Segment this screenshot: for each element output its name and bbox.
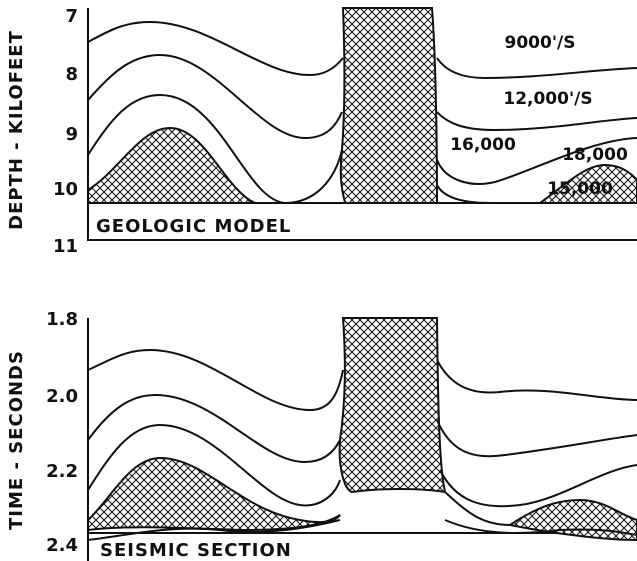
tick-label: 9 <box>65 124 78 145</box>
hatched-layer-right <box>536 163 637 204</box>
salt-dome <box>338 317 447 494</box>
layer-boundary <box>87 20 344 77</box>
layer-boundary <box>436 359 637 401</box>
hatched-layer-left <box>87 456 341 532</box>
velocity-label: 15,000 <box>547 179 613 199</box>
layer-boundary <box>87 393 341 464</box>
layer-boundary <box>436 419 637 458</box>
geologic-model-panel: 7 8 9 10 11 DEPTH - KILOFEET GEOLOGIC MO… <box>6 6 637 257</box>
layer-boundary <box>436 111 637 132</box>
salt-dome <box>339 7 439 204</box>
axis-title: DEPTH - KILOFEET <box>6 30 27 230</box>
tick-label: 1.8 <box>46 309 78 330</box>
layer-boundary <box>87 53 343 140</box>
tick-label: 10 <box>53 179 78 200</box>
layer-boundary <box>444 519 637 536</box>
tick-label: 2.4 <box>46 535 78 556</box>
tick-label: 7 <box>65 6 78 27</box>
layer-boundary <box>439 464 637 508</box>
tick-label: 8 <box>65 64 78 85</box>
hatched-layer-left <box>87 126 256 204</box>
layer-boundary <box>444 491 511 526</box>
tick-label: 11 <box>53 236 78 257</box>
layer-boundary <box>436 137 637 185</box>
panel-label: SEISMIC SECTION <box>100 540 292 561</box>
layer-boundary <box>87 348 344 412</box>
velocity-label: 9000'/S <box>505 33 576 53</box>
layer-boundary <box>87 519 341 541</box>
tick-label: 2.0 <box>46 386 78 407</box>
tick-label: 2.2 <box>46 461 78 482</box>
velocity-label: 16,000 <box>450 135 516 155</box>
velocity-label: 12,000'/S <box>503 89 592 109</box>
layer-boundary <box>87 423 341 507</box>
layer-boundary <box>436 184 491 204</box>
velocity-label: 18,000 <box>562 145 628 165</box>
layer-boundary <box>87 93 343 205</box>
panel-label: GEOLOGIC MODEL <box>96 216 291 237</box>
layer-boundary <box>436 57 637 80</box>
seismic-section-panel: 1.8 2.0 2.2 2.4 TIME - SECONDS SEISMIC S… <box>6 309 637 561</box>
axis-title: TIME - SECONDS <box>6 350 27 530</box>
